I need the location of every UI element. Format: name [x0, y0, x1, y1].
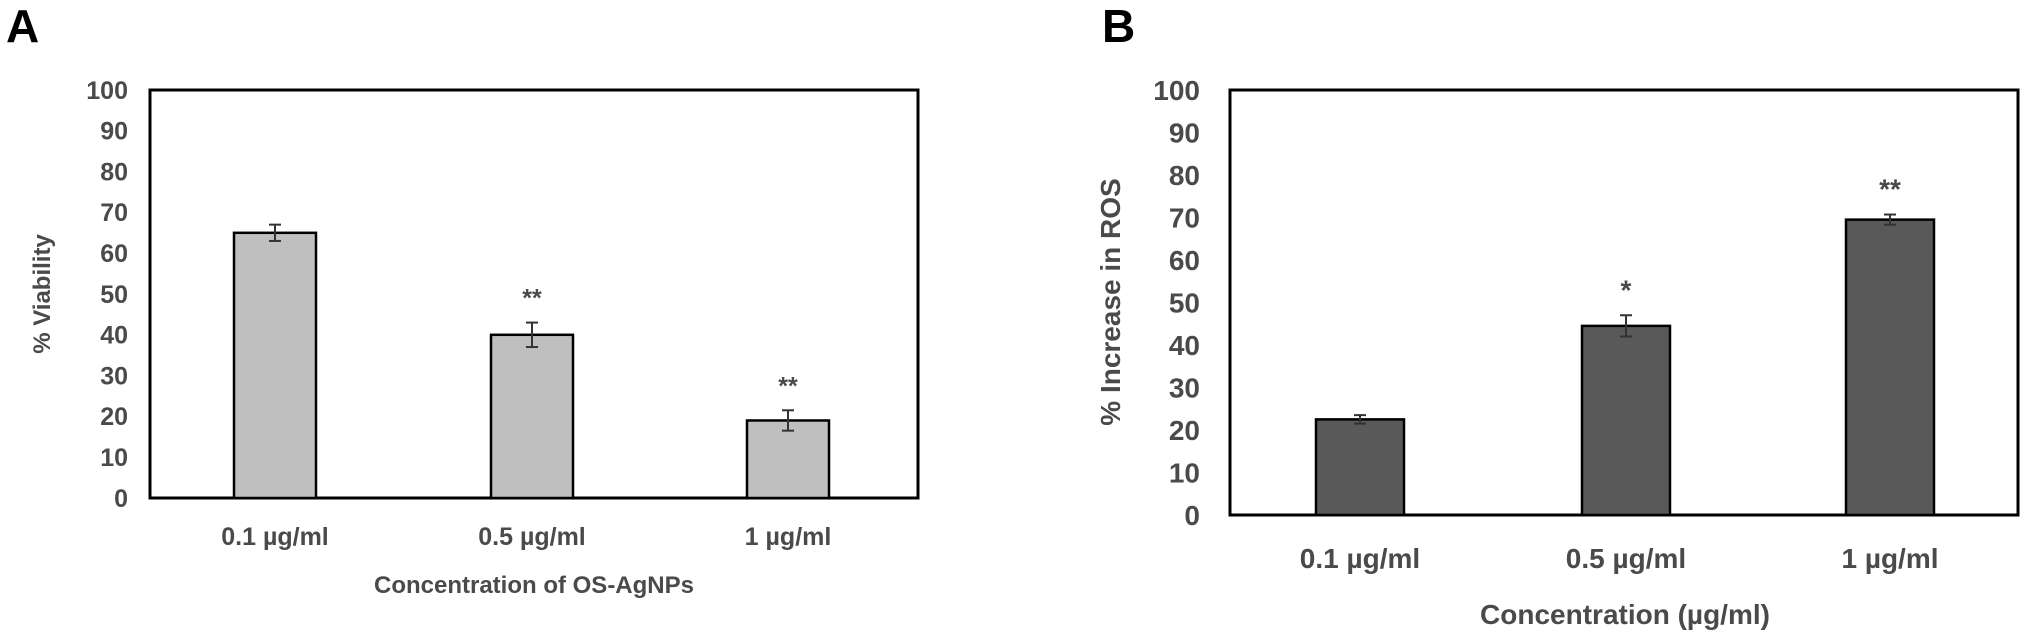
y-tick-label: 100	[1153, 75, 1200, 106]
x-category-label: 0.1 µg/ml	[221, 523, 329, 551]
y-tick-label: 40	[1169, 330, 1200, 361]
x-category-label: 1 µg/ml	[745, 523, 832, 551]
y-tick-label: 20	[100, 403, 128, 431]
chart-viability: 0 10 20 30 40 50 60 70 80 90 100 0.1 µg/ml ** 0.5 µg/…	[29, 77, 920, 599]
y-tick-label: 80	[1169, 160, 1200, 191]
bar	[745, 419, 831, 500]
y-tick-label: 60	[100, 240, 128, 268]
y-tick-label: 30	[100, 362, 128, 390]
x-category-label: 0.1 µg/ml	[1300, 543, 1420, 574]
y-tick-label: 70	[1169, 202, 1200, 233]
chart-ros: 0 10 20 30 40 50 60 70 80 90 100 0.1 µg/ml * 0.5 µg/m…	[1095, 75, 2020, 630]
significance-mark: **	[778, 372, 798, 400]
bar	[232, 231, 318, 500]
bar	[1844, 218, 1936, 517]
panel-b-letter: B	[1102, 0, 1135, 52]
y-tick-label: 50	[1169, 287, 1200, 318]
y-tick-label: 90	[100, 118, 128, 146]
y-tick-label: 70	[100, 199, 128, 227]
significance-mark: **	[522, 285, 542, 313]
y-tick-label: 100	[86, 77, 128, 105]
bar	[1580, 324, 1672, 517]
y-tick-label: 80	[100, 158, 128, 186]
y-tick-label: 0	[1184, 500, 1200, 531]
panel-a-letter: A	[6, 0, 39, 52]
bar	[1314, 418, 1406, 517]
significance-mark: **	[1879, 174, 1901, 205]
significance-mark: *	[1621, 274, 1632, 305]
y-tick-label: 10	[100, 444, 128, 472]
x-category-label: 0.5 µg/ml	[1566, 543, 1686, 574]
x-axis-title: Concentration of OS-AgNPs	[374, 572, 694, 599]
y-tick-label: 90	[1169, 117, 1200, 148]
y-tick-label: 0	[114, 485, 128, 513]
y-tick-label: 30	[1169, 372, 1200, 403]
x-category-label: 0.5 µg/ml	[478, 523, 586, 551]
y-axis-title: % Viability	[29, 234, 56, 354]
y-tick-label: 40	[100, 322, 128, 350]
y-axis-title: % Increase in ROS	[1095, 178, 1126, 425]
bar	[489, 333, 575, 500]
x-category-label: 1 µg/ml	[1841, 543, 1938, 574]
y-tick-label: 50	[100, 281, 128, 309]
y-tick-label: 10	[1169, 457, 1200, 488]
y-tick-label: 20	[1169, 415, 1200, 446]
y-tick-label: 60	[1169, 245, 1200, 276]
x-axis-title: Concentration (µg/ml)	[1480, 599, 1770, 630]
